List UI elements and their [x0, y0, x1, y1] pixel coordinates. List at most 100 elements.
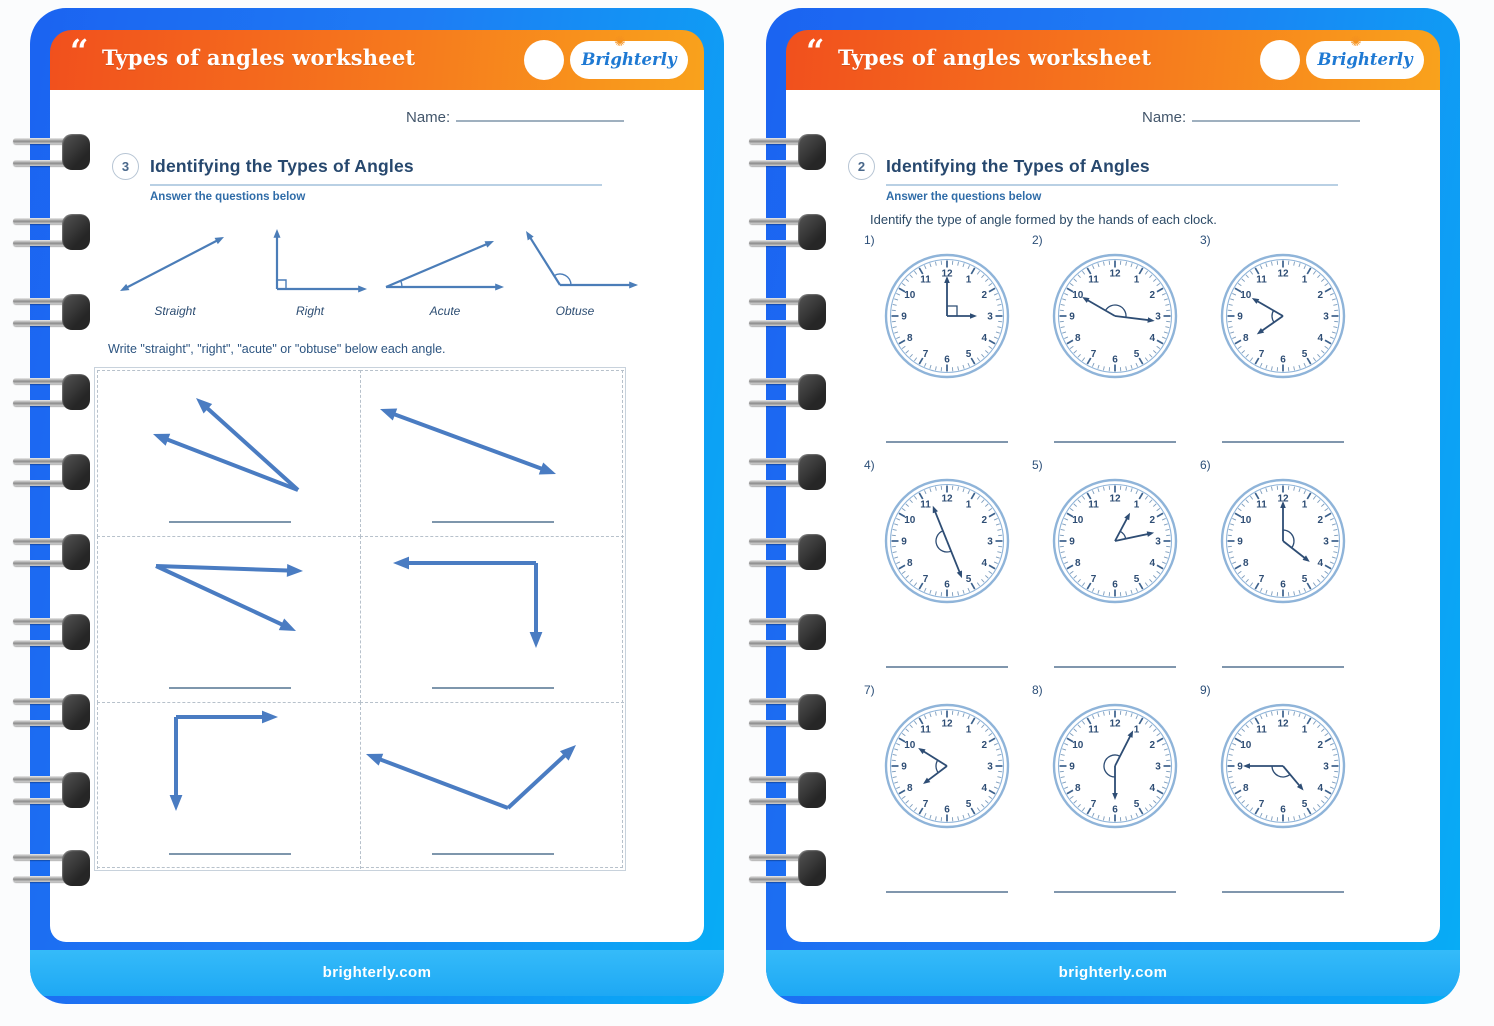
instruction-text: Write "straight", "right", "acute" or "o…: [108, 342, 446, 356]
acute-angle-figure: [380, 223, 510, 301]
clip-wire: [13, 876, 75, 882]
example-label: Straight: [154, 304, 196, 318]
binder-clip: [13, 134, 90, 170]
svg-text:7: 7: [923, 799, 929, 810]
clip-wire: [13, 560, 75, 566]
svg-text:8: 8: [1243, 783, 1249, 794]
binder-clip: [13, 454, 90, 490]
worksheet-card-right: brighterly.com “ Types of angles workshe…: [749, 8, 1460, 1004]
svg-text:6: 6: [1112, 580, 1118, 591]
clip-body: [798, 454, 826, 490]
svg-text:7: 7: [923, 349, 929, 360]
svg-text:3: 3: [1155, 762, 1161, 773]
section-heading: Identifying the Types of Angles: [150, 156, 414, 176]
footer-site-link[interactable]: brighterly.com: [1058, 964, 1168, 981]
clip-body: [798, 850, 826, 886]
svg-text:3: 3: [1323, 762, 1329, 773]
clock-item-1: 1) 1 2 3 4 5 6 7 8 9 10 11 12: [864, 233, 1030, 445]
svg-text:5: 5: [1302, 799, 1308, 810]
answer-line: [1054, 666, 1176, 668]
clip-wire: [749, 480, 811, 486]
section-number-badge: 3: [112, 153, 139, 180]
svg-text:10: 10: [904, 290, 916, 301]
instruction-text: Identify the type of angle formed by the…: [870, 212, 1217, 227]
clock-item-2: 2) 1 2 3 4 5 6 7 8 9 10 11 12: [1032, 233, 1198, 445]
binder-clip: [749, 614, 826, 650]
svg-text:5: 5: [1134, 574, 1140, 585]
clip-body: [62, 374, 90, 410]
svg-text:3: 3: [1155, 537, 1161, 548]
clip-wire: [749, 378, 811, 384]
answer-line: [886, 891, 1008, 893]
clock-item-8: 8) 1 2 3 4 5 6 7 8 9 10 11 12: [1032, 683, 1198, 895]
header-circle-badge: [1260, 40, 1300, 80]
answer-line: [168, 521, 291, 523]
clock-number: 4): [864, 458, 875, 472]
clip-wire: [13, 298, 75, 304]
clock-item-4: 4) 1 2 3 4 5 6 7 8 9 10 11 12: [864, 458, 1030, 670]
binder-clip: [749, 694, 826, 730]
svg-text:10: 10: [1240, 290, 1252, 301]
angle-figure: [361, 703, 624, 869]
clock-number: 6): [1200, 458, 1211, 472]
clip-wire: [749, 138, 811, 144]
clip-body: [62, 134, 90, 170]
straight-angle-figure: [110, 223, 240, 301]
example-angle-acute: Acute: [380, 223, 510, 325]
clip-wire: [13, 400, 75, 406]
svg-text:5: 5: [966, 349, 972, 360]
svg-text:12: 12: [941, 269, 953, 280]
svg-text:11: 11: [1256, 274, 1267, 285]
clip-wire: [749, 538, 811, 544]
binder-clip: [13, 214, 90, 250]
svg-text:5: 5: [966, 799, 972, 810]
svg-text:9: 9: [1069, 537, 1075, 548]
svg-text:5: 5: [1302, 349, 1308, 360]
svg-text:3: 3: [1323, 312, 1329, 323]
binder-clip: [749, 850, 826, 886]
example-angle-straight: Straight: [110, 223, 240, 325]
name-label: Name:: [1142, 109, 1187, 126]
binder-clip: [749, 214, 826, 250]
svg-text:1: 1: [1302, 499, 1308, 510]
name-label: Name:: [406, 109, 451, 126]
svg-text:2: 2: [981, 290, 987, 301]
clip-wire: [13, 378, 75, 384]
svg-text:4: 4: [1149, 558, 1155, 569]
clip-body: [798, 614, 826, 650]
clip-wire: [13, 458, 75, 464]
svg-text:7: 7: [1091, 349, 1097, 360]
svg-text:11: 11: [1088, 724, 1099, 735]
svg-text:6: 6: [1112, 355, 1118, 366]
example-label: Obtuse: [555, 304, 595, 318]
svg-text:6: 6: [944, 355, 950, 366]
svg-text:7: 7: [1091, 574, 1097, 585]
svg-text:4: 4: [981, 558, 987, 569]
example-angle-right: Right: [245, 223, 375, 325]
brand-logo[interactable]: ✺ Brighterly: [1306, 33, 1424, 79]
svg-text:2: 2: [1149, 740, 1155, 751]
svg-text:10: 10: [1240, 740, 1252, 751]
svg-text:12: 12: [941, 719, 953, 730]
brand-logo[interactable]: ✺ Brighterly: [570, 33, 688, 79]
svg-text:9: 9: [901, 537, 907, 548]
svg-text:9: 9: [1069, 762, 1075, 773]
clock-face: 1 2 3 4 5 6 7 8 9 10 11 12: [1200, 251, 1366, 381]
sun-icon: ✺: [1350, 33, 1362, 49]
angle-cell-5: [97, 702, 361, 869]
svg-text:12: 12: [1277, 269, 1289, 280]
svg-text:7: 7: [1259, 349, 1265, 360]
svg-text:8: 8: [1075, 783, 1081, 794]
footer-site-link[interactable]: brighterly.com: [322, 964, 432, 981]
clock-item-3: 3) 1 2 3 4 5 6 7 8 9 10 11 12: [1200, 233, 1366, 445]
svg-text:9: 9: [1237, 762, 1243, 773]
svg-text:3: 3: [987, 762, 993, 773]
svg-text:12: 12: [1277, 494, 1289, 505]
brand-name: Brighterly: [1317, 50, 1413, 69]
clip-wire: [749, 876, 811, 882]
heading-underline: [886, 184, 1338, 186]
svg-text:11: 11: [920, 724, 931, 735]
binder-clip: [13, 294, 90, 330]
clip-wire: [749, 160, 811, 166]
svg-text:12: 12: [1109, 719, 1121, 730]
